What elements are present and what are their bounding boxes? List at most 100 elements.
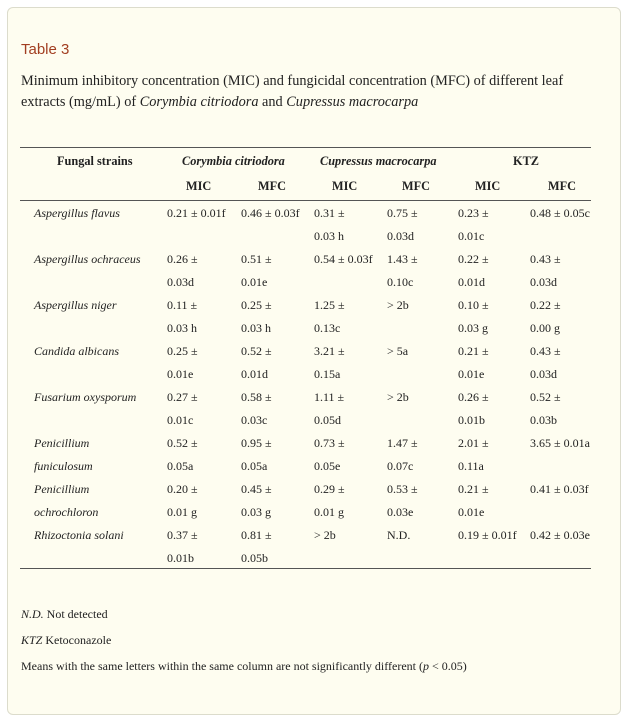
footnote-nd: N.D. Not detected	[21, 607, 108, 622]
cell-ktz-mic: 0.01e	[458, 367, 485, 381]
cell-corymbia-mic: 0.01e	[167, 367, 194, 381]
table-caption: Minimum inhibitory concentration (MIC) a…	[21, 71, 596, 113]
cell-cupressus-mic: 0.29 ±	[314, 482, 345, 496]
cell-cupressus-mic: 0.01 g	[314, 505, 344, 519]
subheader-mic: MIC	[332, 179, 358, 193]
cell-corymbia-mfc: 0.05a	[241, 459, 268, 473]
cell-ktz-mic: 0.21 ±	[458, 344, 489, 358]
cell-cupressus-mfc: N.D.	[387, 528, 411, 542]
header-group-corymbia: Corymbia citriodora	[182, 154, 285, 168]
cell-cupressus-mic: 0.03 h	[314, 229, 344, 243]
footnote-ktz: KTZ Ketoconazole	[21, 633, 111, 648]
cell-ktz-mic: 0.11a	[458, 459, 484, 473]
cell-corymbia-mfc: 0.01d	[241, 367, 268, 381]
header-rule	[20, 200, 591, 201]
cell-ktz-mfc: 0.48 ± 0.05c	[530, 206, 590, 220]
cell-ktz-mfc: 0.22 ±	[530, 298, 561, 312]
caption-species-1: Corymbia citriodora	[139, 94, 259, 110]
cell-corymbia-mfc: 0.51 ±	[241, 252, 272, 266]
cell-ktz-mfc: 0.43 ±	[530, 344, 561, 358]
strain-name: Fusarium oxysporum	[34, 390, 137, 404]
cell-corymbia-mfc: 0.03c	[241, 413, 268, 427]
cell-ktz-mic: 0.01d	[458, 275, 485, 289]
cell-cupressus-mfc: 0.07c	[387, 459, 414, 473]
cell-cupressus-mfc: 1.43 ±	[387, 252, 418, 266]
cell-corymbia-mic: 0.26 ±	[167, 252, 198, 266]
cell-ktz-mic: 0.19 ± 0.01f	[458, 528, 517, 542]
cell-cupressus-mfc: 0.03e	[387, 505, 414, 519]
cell-corymbia-mic: 0.52 ±	[167, 436, 198, 450]
cell-corymbia-mfc: 0.03 g	[241, 505, 271, 519]
caption-text: Minimum inhibitory concentration (MIC) a…	[21, 73, 564, 110]
cell-corymbia-mic: 0.03 h	[167, 321, 197, 335]
footnote-nd-text: Not detected	[43, 607, 108, 621]
cell-cupressus-mfc: > 2b	[387, 298, 409, 312]
header-group-ktz: KTZ	[513, 154, 539, 168]
cell-cupressus-mfc: 0.75 ±	[387, 206, 418, 220]
cell-corymbia-mic: 0.21 ± 0.01f	[167, 206, 226, 220]
cell-ktz-mfc: 0.42 ± 0.03e	[530, 528, 590, 542]
header-fungal-strains: Fungal strains	[57, 154, 133, 168]
cell-corymbia-mic: 0.03d	[167, 275, 194, 289]
cell-cupressus-mfc: 0.53 ±	[387, 482, 418, 496]
cell-ktz-mfc: 0.52 ±	[530, 390, 561, 404]
cell-ktz-mic: 0.26 ±	[458, 390, 489, 404]
cell-corymbia-mfc: 0.46 ± 0.03f	[241, 206, 300, 220]
cell-cupressus-mic: > 2b	[314, 528, 336, 542]
cell-ktz-mfc: 0.03d	[530, 275, 557, 289]
cell-ktz-mfc: 0.03b	[530, 413, 557, 427]
subheader-mic: MIC	[186, 179, 212, 193]
cell-corymbia-mfc: 0.05b	[241, 551, 268, 565]
cell-corymbia-mic: 0.20 ±	[167, 482, 198, 496]
cell-ktz-mfc: 3.65 ± 0.01a	[530, 436, 590, 450]
strain-name: Candida albicans	[34, 344, 120, 358]
cell-ktz-mic: 0.01c	[458, 229, 485, 243]
footnote-ktz-abbr: KTZ	[21, 633, 43, 647]
table-panel	[7, 7, 621, 715]
cell-cupressus-mfc: > 5a	[387, 344, 409, 358]
table-top-rule	[20, 147, 591, 148]
subheader-mfc: MFC	[548, 179, 576, 193]
strain-name: Aspergillus niger	[34, 298, 117, 312]
cell-corymbia-mic: 0.01b	[167, 551, 194, 565]
cell-cupressus-mfc: 0.10c	[387, 275, 414, 289]
cell-corymbia-mic: 0.05a	[167, 459, 194, 473]
cell-cupressus-mic: 0.73 ±	[314, 436, 345, 450]
strain-name: Aspergillus ochraceus	[34, 252, 141, 266]
cell-corymbia-mic: 0.37 ±	[167, 528, 198, 542]
cell-ktz-mfc: 0.43 ±	[530, 252, 561, 266]
cell-cupressus-mfc: 1.47 ±	[387, 436, 418, 450]
table-label: Table 3	[21, 41, 70, 58]
footnote-means: Means with the same letters within the s…	[21, 659, 467, 674]
cell-cupressus-mic: 0.31 ±	[314, 206, 345, 220]
cell-ktz-mic: 2.01 ±	[458, 436, 489, 450]
cell-ktz-mic: 0.22 ±	[458, 252, 489, 266]
cell-corymbia-mfc: 0.81 ±	[241, 528, 272, 542]
subheader-mic: MIC	[475, 179, 501, 193]
strain-name: Aspergillus flavus	[34, 206, 120, 220]
footnote-means-suffix: < 0.05)	[429, 659, 467, 673]
subheader-mfc: MFC	[258, 179, 286, 193]
cell-cupressus-mic: 3.21 ±	[314, 344, 345, 358]
caption-and: and	[258, 94, 287, 110]
cell-cupressus-mic: 1.11 ±	[314, 390, 345, 404]
header-group-cupressus: Cupressus macrocarpa	[320, 154, 437, 168]
strain-name: Rhizoctonia solani	[34, 528, 124, 542]
cell-cupressus-mfc: 0.03d	[387, 229, 414, 243]
cell-ktz-mic: 0.10 ±	[458, 298, 489, 312]
cell-corymbia-mfc: 0.58 ±	[241, 390, 272, 404]
cell-ktz-mic: 0.01e	[458, 505, 485, 519]
strain-name: funiculosum	[34, 459, 93, 473]
cell-corymbia-mfc: 0.01e	[241, 275, 268, 289]
strain-name: Penicillium	[34, 436, 90, 450]
cell-ktz-mic: 0.23 ±	[458, 206, 489, 220]
cell-corymbia-mic: 0.11 ±	[167, 298, 198, 312]
strain-name: Penicillium	[34, 482, 90, 496]
cell-ktz-mic: 0.21 ±	[458, 482, 489, 496]
strain-name: ochrochloron	[34, 505, 99, 519]
cell-cupressus-mic: 0.05d	[314, 413, 341, 427]
cell-ktz-mfc: 0.03d	[530, 367, 557, 381]
cell-corymbia-mic: 0.27 ±	[167, 390, 198, 404]
cell-corymbia-mic: 0.25 ±	[167, 344, 198, 358]
cell-corymbia-mic: 0.01 g	[167, 505, 197, 519]
